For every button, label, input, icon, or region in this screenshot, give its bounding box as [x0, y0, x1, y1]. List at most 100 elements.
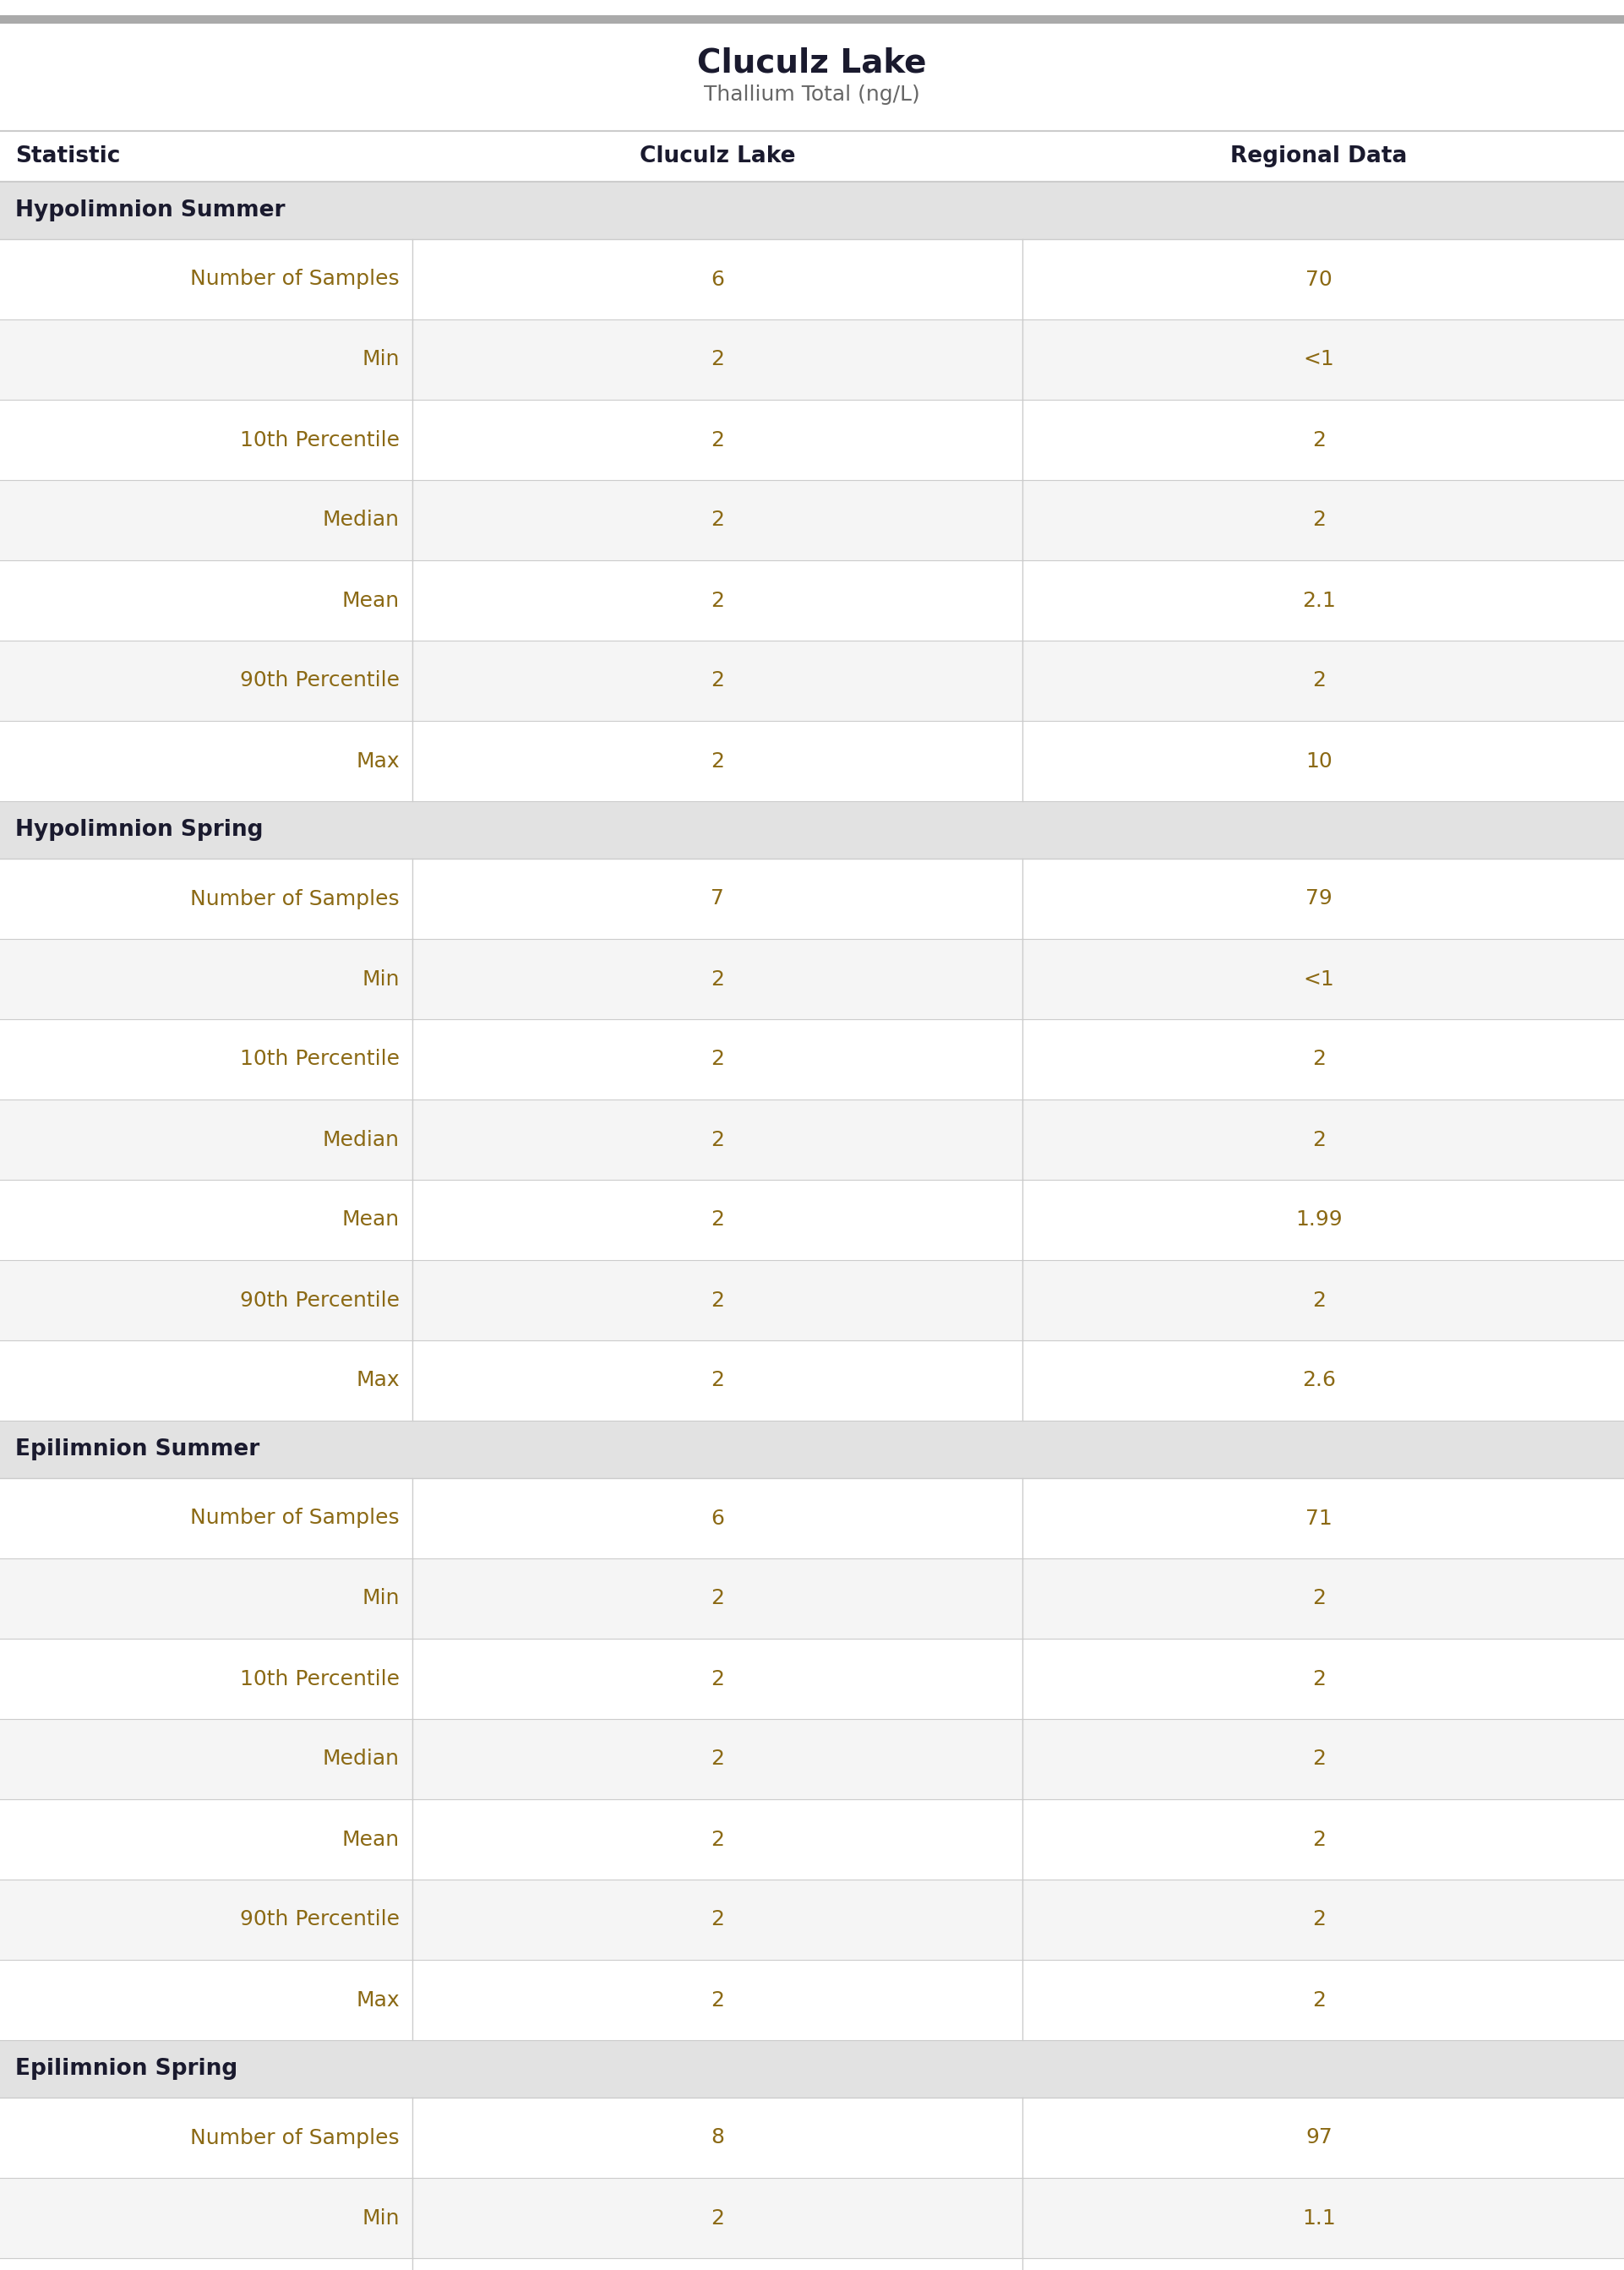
Text: 2: 2 [711, 1909, 724, 1930]
Text: Hypolimnion Spring: Hypolimnion Spring [15, 819, 263, 840]
Bar [0, 640, 1624, 722]
Bar [0, 2097, 1624, 2177]
Text: Thallium Total (ng/L): Thallium Total (ng/L) [703, 84, 921, 104]
Bar [0, 182, 1624, 238]
Text: Min: Min [362, 969, 400, 990]
Text: <1: <1 [1304, 350, 1335, 370]
Bar [0, 940, 1624, 1019]
Text: 2: 2 [711, 1371, 724, 1392]
Bar [0, 1339, 1624, 1421]
Text: Median: Median [323, 1748, 400, 1768]
Text: Min: Min [362, 2209, 400, 2229]
Text: Number of Samples: Number of Samples [190, 888, 400, 908]
Bar [0, 400, 1624, 479]
Bar [0, 2041, 1624, 2097]
Text: 90th Percentile: 90th Percentile [240, 1909, 400, 1930]
Bar [0, 479, 1624, 561]
Text: 2: 2 [711, 590, 724, 611]
Bar [0, 722, 1624, 801]
Text: 10: 10 [1306, 751, 1332, 772]
Bar [0, 132, 1624, 182]
Text: 90th Percentile: 90th Percentile [240, 1289, 400, 1310]
Text: 2: 2 [711, 969, 724, 990]
Text: 2: 2 [711, 1830, 724, 1850]
Bar [0, 2177, 1624, 2259]
Text: 6: 6 [711, 270, 724, 291]
Text: 10th Percentile: 10th Percentile [240, 1049, 400, 1069]
Text: Min: Min [362, 1589, 400, 1609]
Text: Mean: Mean [343, 1830, 400, 1850]
Text: 71: 71 [1306, 1507, 1332, 1528]
Text: Hypolimnion Summer: Hypolimnion Summer [15, 200, 286, 222]
Text: 2: 2 [1312, 1668, 1325, 1689]
Text: Max: Max [356, 751, 400, 772]
Text: 2: 2 [711, 1049, 724, 1069]
Text: 79: 79 [1306, 888, 1332, 908]
Bar [0, 858, 1624, 940]
Text: Number of Samples: Number of Samples [190, 270, 400, 291]
Text: Regional Data: Regional Data [1231, 145, 1408, 168]
Bar [0, 2259, 1624, 2270]
Bar [0, 1800, 1624, 1880]
Bar [0, 1019, 1624, 1099]
Text: Cluculz Lake: Cluculz Lake [697, 45, 927, 79]
Bar [0, 16, 1624, 23]
Bar [0, 1099, 1624, 1180]
Bar [0, 1639, 1624, 1718]
Text: 2.6: 2.6 [1302, 1371, 1337, 1392]
Text: Number of Samples: Number of Samples [190, 2127, 400, 2147]
Text: 2: 2 [1312, 429, 1325, 449]
Text: 2: 2 [1312, 1049, 1325, 1069]
Text: Epilimnion Summer: Epilimnion Summer [15, 1439, 260, 1460]
Bar [0, 1559, 1624, 1639]
Text: 2: 2 [1312, 1289, 1325, 1310]
Text: 2: 2 [1312, 511, 1325, 531]
Text: Cluculz Lake: Cluculz Lake [640, 145, 796, 168]
Text: Number of Samples: Number of Samples [190, 1507, 400, 1528]
Text: Statistic: Statistic [15, 145, 120, 168]
Text: Median: Median [323, 511, 400, 531]
Text: 2: 2 [1312, 1589, 1325, 1609]
Text: 2: 2 [711, 670, 724, 690]
Text: 2: 2 [711, 511, 724, 531]
Text: 1.1: 1.1 [1302, 2209, 1337, 2229]
Text: Mean: Mean [343, 1210, 400, 1230]
Text: 6: 6 [711, 1507, 724, 1528]
Text: 2: 2 [1312, 1991, 1325, 2011]
Text: Max: Max [356, 1991, 400, 2011]
Bar [0, 320, 1624, 400]
Bar [0, 1959, 1624, 2041]
Text: 2: 2 [711, 1748, 724, 1768]
Text: Mean: Mean [343, 590, 400, 611]
Text: 2: 2 [711, 1589, 724, 1609]
Text: 2: 2 [1312, 1830, 1325, 1850]
Bar [0, 238, 1624, 320]
Bar [0, 1180, 1624, 1260]
Text: 2.1: 2.1 [1302, 590, 1337, 611]
Text: Median: Median [323, 1130, 400, 1151]
Text: 2: 2 [711, 1991, 724, 2011]
Text: 70: 70 [1306, 270, 1332, 291]
Bar [0, 561, 1624, 640]
Text: 2: 2 [1312, 1909, 1325, 1930]
Text: 2: 2 [1312, 1748, 1325, 1768]
Text: Epilimnion Spring: Epilimnion Spring [15, 2059, 237, 2079]
Text: 10th Percentile: 10th Percentile [240, 429, 400, 449]
Text: 8: 8 [711, 2127, 724, 2147]
Text: <1: <1 [1304, 969, 1335, 990]
Text: 2: 2 [1312, 670, 1325, 690]
Text: 2: 2 [711, 1210, 724, 1230]
Text: 2: 2 [711, 350, 724, 370]
Text: Max: Max [356, 1371, 400, 1392]
Bar [0, 1718, 1624, 1800]
Bar [0, 1260, 1624, 1339]
Text: 7: 7 [711, 888, 724, 908]
Bar [0, 801, 1624, 858]
Bar [0, 1478, 1624, 1559]
Bar [0, 1421, 1624, 1478]
Text: 2: 2 [711, 1668, 724, 1689]
Text: 97: 97 [1306, 2127, 1332, 2147]
Text: 1.99: 1.99 [1296, 1210, 1343, 1230]
Text: 10th Percentile: 10th Percentile [240, 1668, 400, 1689]
Text: 2: 2 [711, 1130, 724, 1151]
